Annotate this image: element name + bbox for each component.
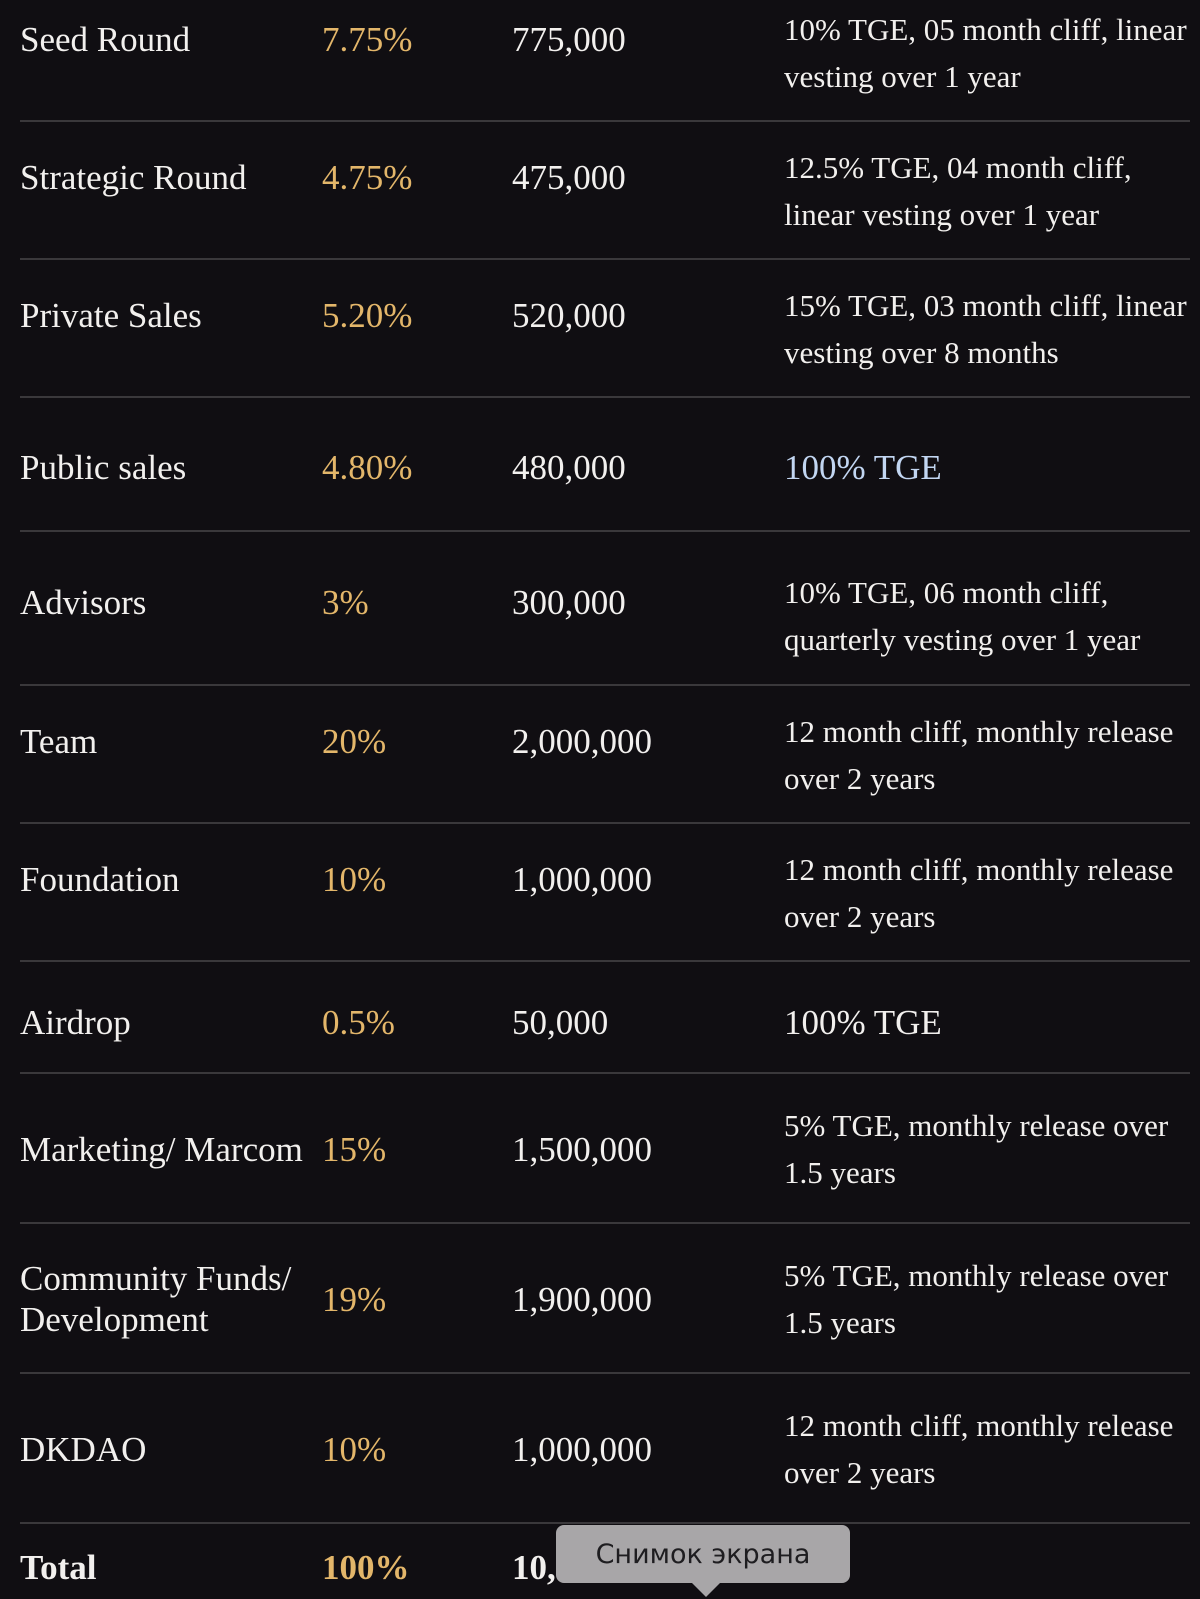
allocation-percent: 4.80% — [322, 447, 413, 487]
allocation-percent: 0.5% — [322, 1002, 395, 1042]
allocation-percent: 5.20% — [322, 295, 413, 335]
vesting-schedule: 12 month cliff, monthly release over 2 y… — [784, 1408, 1174, 1490]
row-divider — [20, 258, 1190, 260]
allocation-name: Team — [20, 721, 98, 761]
allocation-amount: 480,000 — [512, 447, 626, 487]
row-divider — [20, 960, 1190, 962]
allocation-percent: 4.75% — [322, 157, 413, 197]
allocation-name: Marketing/ Marcom — [20, 1129, 303, 1169]
row-divider — [20, 396, 1190, 398]
allocation-amount: 1,000,000 — [512, 859, 652, 899]
allocation-percent: 10% — [322, 859, 387, 899]
allocation-name: Community Funds/ Development — [20, 1259, 292, 1339]
allocation-amount: 520,000 — [512, 295, 626, 335]
table-row: Public sales 4.80% 480,000 100% TGE — [0, 398, 1200, 530]
table-row: Team 20% 2,000,000 12 month cliff, month… — [0, 686, 1200, 822]
row-divider — [20, 120, 1190, 122]
row-divider — [20, 1522, 1190, 1524]
vesting-schedule: 10% TGE, 06 month cliff, quarterly vesti… — [784, 575, 1141, 657]
allocation-amount: 475,000 — [512, 157, 626, 197]
vesting-schedule: 12 month cliff, monthly release over 2 y… — [784, 852, 1174, 934]
allocation-amount: 1,900,000 — [512, 1279, 652, 1319]
table-row: Foundation 10% 1,000,000 12 month cliff,… — [0, 824, 1200, 960]
vesting-schedule: 100% TGE — [784, 1002, 942, 1042]
row-divider — [20, 530, 1190, 532]
vesting-schedule: 12 month cliff, monthly release over 2 y… — [784, 714, 1174, 796]
allocation-name: Airdrop — [20, 1002, 131, 1042]
allocation-percent: 7.75% — [322, 19, 413, 59]
allocation-amount: 1,000,000 — [512, 1429, 652, 1469]
allocation-percent: 10% — [322, 1429, 387, 1469]
row-divider — [20, 1372, 1190, 1374]
vesting-schedule: 15% TGE, 03 month cliff, linear vesting … — [784, 288, 1187, 370]
vesting-schedule: 12.5% TGE, 04 month cliff, linear vestin… — [784, 150, 1132, 232]
vesting-schedule: 5% TGE, monthly release over 1.5 years — [784, 1258, 1169, 1340]
screenshot-tooltip: Снимок экрана — [556, 1525, 850, 1583]
table-row: Community Funds/ Development 19% 1,900,0… — [0, 1224, 1200, 1372]
vesting-schedule: 5% TGE, monthly release over 1.5 years — [784, 1108, 1169, 1190]
allocation-amount: 775,000 — [512, 19, 626, 59]
allocation-amount: 300,000 — [512, 582, 626, 622]
table-row: Seed Round 7.75% 775,000 10% TGE, 05 mon… — [0, 0, 1200, 120]
table-row: DKDAO 10% 1,000,000 12 month cliff, mont… — [0, 1374, 1200, 1522]
allocation-name: Foundation — [20, 859, 180, 899]
table-row: Strategic Round 4.75% 475,000 12.5% TGE,… — [0, 122, 1200, 258]
allocation-name: Seed Round — [20, 19, 191, 59]
allocation-name: Private Sales — [20, 295, 202, 335]
allocation-name: DKDAO — [20, 1429, 147, 1469]
table-row: Private Sales 5.20% 520,000 15% TGE, 03 … — [0, 260, 1200, 396]
allocation-percent: 3% — [322, 582, 369, 622]
vesting-schedule: 10% TGE, 05 month cliff, linear vesting … — [784, 12, 1187, 94]
allocation-amount: 1,500,000 — [512, 1129, 652, 1169]
row-divider — [20, 822, 1190, 824]
allocation-name: Strategic Round — [20, 157, 247, 197]
table-row: Marketing/ Marcom 15% 1,500,000 5% TGE, … — [0, 1074, 1200, 1222]
tooltip-arrow-icon — [692, 1583, 720, 1597]
vesting-schedule-link[interactable]: 100% TGE — [784, 447, 942, 487]
table-row: Advisors 3% 300,000 10% TGE, 06 month cl… — [0, 532, 1200, 684]
row-divider — [20, 1222, 1190, 1224]
total-amount: 10, — [512, 1547, 556, 1587]
total-label: Total — [20, 1547, 97, 1587]
row-divider — [20, 1072, 1190, 1074]
total-percent: 100% — [322, 1547, 410, 1587]
row-divider — [20, 684, 1190, 686]
total-row: Total 100% 10, — [0, 1524, 1200, 1599]
allocation-name: Public sales — [20, 447, 187, 487]
allocation-percent: 19% — [322, 1279, 387, 1319]
allocation-amount: 50,000 — [512, 1002, 609, 1042]
allocation-percent: 15% — [322, 1129, 387, 1169]
table-row: Airdrop 0.5% 50,000 100% TGE — [0, 962, 1200, 1072]
allocation-percent: 20% — [322, 721, 387, 761]
allocation-name: Advisors — [20, 582, 147, 622]
allocation-amount: 2,000,000 — [512, 721, 652, 761]
